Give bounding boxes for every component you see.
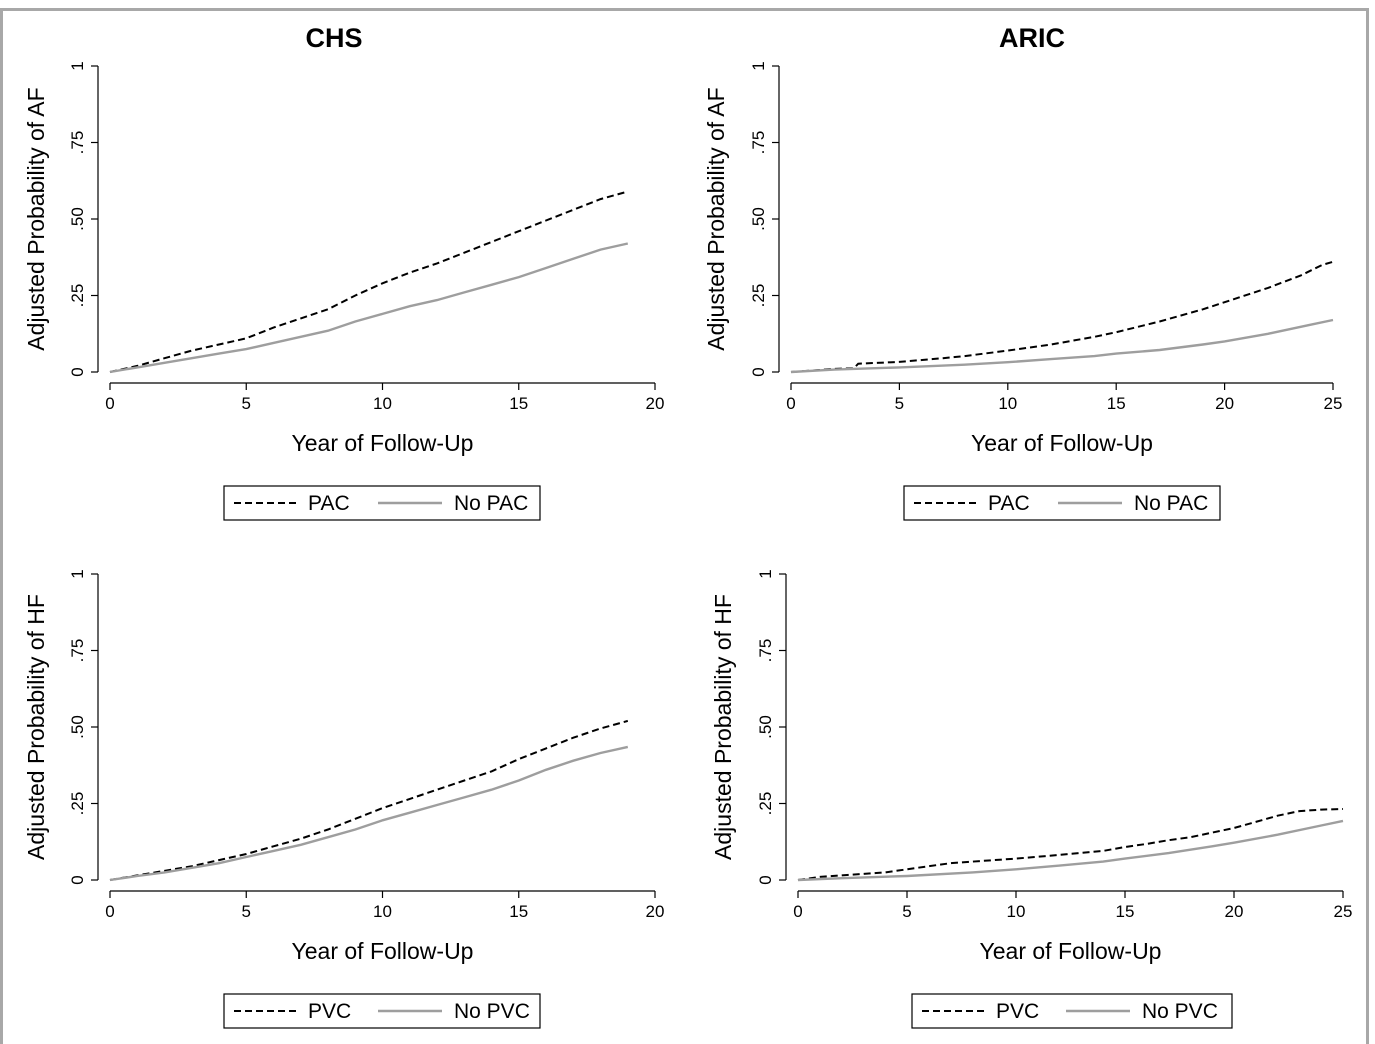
- x-tick-label: 10: [998, 394, 1017, 413]
- y-tick-label: .75: [749, 131, 768, 155]
- x-axis-label: Year of Follow-Up: [980, 938, 1162, 964]
- series-line-pvc: [109, 719, 629, 881]
- x-tick-label: 5: [895, 394, 904, 413]
- column-title-chs: CHS: [305, 23, 362, 53]
- legend-label: PVC: [996, 1000, 1039, 1023]
- y-axis-label: Adjusted Probability of AF: [703, 87, 729, 350]
- y-tick-label: 1: [68, 569, 87, 578]
- series-line-no-pvc: [109, 745, 629, 882]
- x-tick-label: 0: [105, 394, 114, 413]
- x-axis-label: Year of Follow-Up: [292, 938, 474, 964]
- x-tick-label: 25: [1324, 394, 1343, 413]
- y-axis-label: Adjusted Probability of HF: [710, 594, 736, 860]
- x-tick-label: 0: [105, 902, 114, 921]
- y-tick-label: .50: [749, 207, 768, 231]
- legend-label: No PVC: [454, 1000, 530, 1023]
- y-tick-label: .75: [68, 131, 87, 155]
- x-tick-label: 20: [1215, 394, 1234, 413]
- x-tick-label: 5: [902, 902, 911, 921]
- legend-label: PAC: [988, 492, 1030, 515]
- y-tick-label: .75: [68, 639, 87, 663]
- series-line-pvc: [797, 808, 1344, 881]
- series-line-no-pac: [790, 318, 1334, 374]
- y-tick-label: .25: [756, 792, 775, 816]
- x-tick-label: 5: [242, 394, 251, 413]
- x-tick-label: 15: [1107, 394, 1126, 413]
- legend-label: No PVC: [1142, 1000, 1218, 1023]
- legend-label: No PAC: [1134, 492, 1208, 515]
- y-tick-label: .75: [756, 639, 775, 663]
- x-tick-label: 20: [1225, 902, 1244, 921]
- y-tick-label: .50: [68, 715, 87, 739]
- x-tick-label: 25: [1334, 902, 1353, 921]
- column-title-aric: ARIC: [999, 23, 1065, 53]
- legend: PVC No PVC: [911, 993, 1233, 1029]
- series-line-no-pvc: [797, 819, 1344, 882]
- x-tick-label: 15: [509, 394, 528, 413]
- x-axis-label: Year of Follow-Up: [292, 430, 474, 456]
- figure-frame: [0, 8, 1369, 1044]
- x-tick-label: 20: [646, 394, 665, 413]
- series-line-pac: [109, 190, 629, 373]
- series-line-pac: [790, 260, 1334, 373]
- legend: PAC No PAC: [903, 485, 1221, 521]
- x-tick-label: 10: [373, 394, 392, 413]
- y-tick-label: 0: [756, 875, 775, 884]
- y-tick-label: .25: [68, 792, 87, 816]
- y-tick-label: 0: [749, 367, 768, 376]
- y-axis-label: Adjusted Probability of HF: [23, 594, 49, 860]
- y-tick-label: .50: [68, 207, 87, 231]
- x-tick-label: 15: [1116, 902, 1135, 921]
- x-axis-label: Year of Follow-Up: [971, 430, 1153, 456]
- y-axis-label: Adjusted Probability of AF: [23, 87, 49, 350]
- legend-label: PVC: [308, 1000, 351, 1023]
- legend: PVC No PVC: [223, 993, 541, 1029]
- x-tick-label: 0: [793, 902, 802, 921]
- y-tick-label: 0: [68, 367, 87, 376]
- series-line-no-pac: [109, 242, 629, 374]
- x-tick-label: 10: [373, 902, 392, 921]
- legend-label: No PAC: [454, 492, 528, 515]
- y-tick-label: 0: [68, 875, 87, 884]
- y-tick-label: .25: [749, 284, 768, 308]
- y-tick-label: .25: [68, 284, 87, 308]
- y-tick-label: 1: [749, 61, 768, 70]
- y-tick-label: 1: [68, 61, 87, 70]
- x-tick-label: 15: [509, 902, 528, 921]
- x-tick-label: 0: [786, 394, 795, 413]
- y-tick-label: 1: [756, 569, 775, 578]
- legend: PAC No PAC: [223, 485, 541, 521]
- x-tick-label: 5: [242, 902, 251, 921]
- y-tick-label: .50: [756, 715, 775, 739]
- legend-label: PAC: [308, 492, 350, 515]
- x-tick-label: 20: [646, 902, 665, 921]
- x-tick-label: 10: [1007, 902, 1026, 921]
